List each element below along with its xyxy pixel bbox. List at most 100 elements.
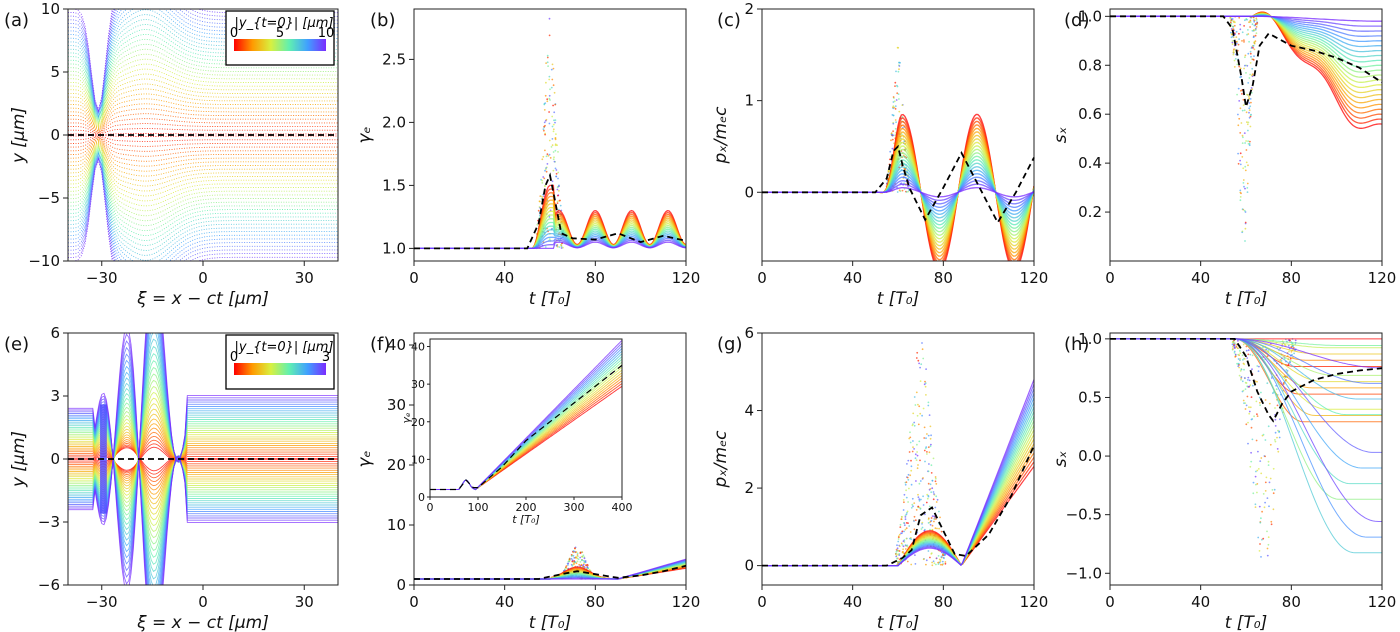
scatter-point	[941, 560, 944, 563]
y-axis-label: γₑ	[400, 412, 413, 424]
scatter-point	[538, 214, 541, 217]
trajectory-line	[68, 139, 338, 167]
scatter-point	[1251, 368, 1253, 371]
scatter-point	[911, 497, 914, 500]
scatter-point	[907, 190, 909, 193]
scatter-point	[1249, 73, 1251, 76]
trajectory-line	[68, 103, 338, 131]
scatter-point	[927, 522, 930, 524]
y-tick-label: 0	[50, 126, 60, 144]
scatter-point	[1237, 353, 1240, 356]
scatter-point	[1244, 221, 1247, 224]
scatter-point	[543, 129, 545, 132]
scatter-point	[582, 559, 585, 562]
scatter-point	[1278, 430, 1281, 433]
trajectory-line	[1110, 15, 1382, 27]
scatter-point	[1267, 536, 1270, 539]
scatter-point	[934, 480, 937, 483]
x-tick-label: 40	[1191, 593, 1210, 611]
colorbar-tick: 10	[318, 26, 335, 41]
y-tick-label: 0.6	[1078, 105, 1102, 123]
scatter-point	[1254, 506, 1257, 508]
scatter-point	[916, 454, 919, 457]
scatter-point	[569, 559, 571, 562]
scatter-point	[1239, 358, 1241, 360]
y-tick-label: 10	[387, 516, 406, 534]
y-axis-label: y [μm]	[9, 107, 29, 164]
scatter-point	[910, 563, 913, 566]
scatter-point	[1255, 26, 1258, 28]
scatter-point	[585, 564, 587, 566]
y-tick-label: 40	[387, 336, 406, 354]
scatter-point	[930, 434, 932, 437]
trajectory-bundle	[1110, 11, 1382, 129]
trajectory-bundle	[414, 558, 686, 580]
trajectory-line	[68, 133, 338, 136]
x-tick-label: 0	[198, 593, 208, 611]
scatter-point	[1239, 199, 1242, 202]
x-tick-label: 0	[1105, 269, 1115, 287]
scatter-point	[1256, 22, 1259, 24]
scatter-point	[1287, 339, 1290, 341]
scatter-point	[1238, 100, 1241, 102]
scatter-point	[1261, 538, 1263, 541]
scatter-point	[1249, 26, 1251, 28]
scatter-point	[1251, 23, 1254, 26]
scatter-point	[931, 479, 934, 482]
scatter-point	[544, 94, 547, 97]
scatter-point	[917, 423, 920, 426]
scatter-point	[551, 125, 554, 128]
scatter-point	[549, 157, 552, 159]
trajectory-line	[68, 140, 338, 177]
scatter-point	[1253, 41, 1256, 44]
colorbar-gradient	[234, 39, 326, 51]
scatter-point	[1259, 543, 1261, 545]
scatter-point	[1252, 481, 1255, 484]
y-tick-label: 1.5	[382, 176, 406, 194]
mean-dashed-line	[1110, 15, 1383, 108]
scatter-point	[1253, 29, 1255, 31]
scatter-point	[1242, 179, 1245, 181]
scatter-point	[579, 561, 582, 563]
scatter-point	[927, 517, 930, 520]
scatter-point	[1246, 182, 1249, 185]
scatter-point	[915, 480, 917, 482]
scatter-point	[1256, 491, 1258, 494]
scatter-point	[944, 554, 947, 556]
scatter-point	[558, 190, 560, 192]
scatter-point	[916, 451, 918, 453]
scatter-point	[582, 565, 585, 568]
scatter-point	[903, 501, 905, 504]
scatter-point	[1254, 475, 1257, 478]
scatter-point	[567, 564, 569, 566]
scatter-point	[933, 518, 936, 521]
scatter-point	[904, 528, 907, 531]
scatter-point	[1244, 165, 1247, 168]
scatter-point	[1245, 161, 1248, 164]
scatter-point	[1289, 361, 1291, 364]
scatter-point	[1232, 51, 1235, 54]
colorbar-tick: 3	[322, 350, 330, 365]
scatter-point	[1247, 353, 1250, 356]
scatter-point	[1237, 365, 1240, 367]
scatter-point	[1232, 53, 1235, 56]
scatter-point	[935, 495, 938, 498]
scatter-point	[1247, 376, 1250, 379]
scatter-point	[1260, 457, 1263, 459]
scatter-point	[1244, 227, 1247, 230]
x-tick-label: 80	[586, 269, 605, 287]
scatter-point	[1250, 451, 1252, 454]
trajectory-bundle	[68, 333, 338, 585]
scatter-point	[930, 472, 933, 474]
scatter-point	[1256, 413, 1258, 416]
scatter-point	[554, 144, 557, 147]
scatter-point	[1245, 345, 1248, 348]
scatter-point	[920, 528, 923, 530]
trajectory-line	[68, 144, 338, 207]
scatter-point	[932, 491, 935, 493]
mean-dashed-line	[414, 172, 687, 250]
scatter-point	[896, 544, 898, 547]
scatter-point	[586, 564, 589, 567]
scatter-point	[924, 460, 926, 463]
scatter-point	[933, 562, 936, 565]
